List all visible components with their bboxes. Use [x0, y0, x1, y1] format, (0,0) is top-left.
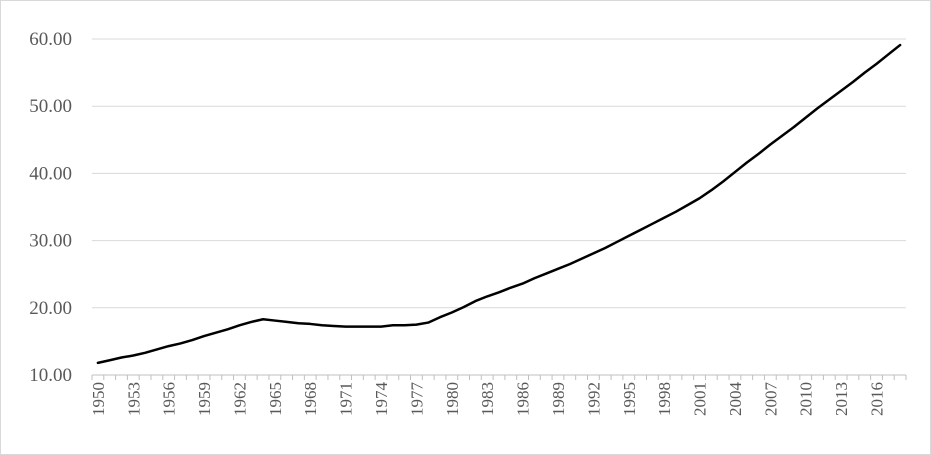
x-tick-label: 1992: [584, 382, 603, 416]
x-tick-label: 1959: [195, 382, 214, 416]
x-tick-label: 2013: [832, 382, 851, 416]
y-axis: 10.00 20.00 30.00 40.00 50.00 60.00: [29, 29, 72, 386]
y-tick-label: 30.00: [29, 231, 72, 252]
series-group: [96, 43, 902, 365]
y-tick-label: 40.00: [29, 163, 72, 184]
x-tick-label: 1956: [160, 382, 179, 416]
x-tick-label: 1974: [372, 382, 391, 417]
x-tick-label: 1983: [478, 382, 497, 416]
series-line: [96, 43, 902, 365]
x-tick-label: 1953: [124, 382, 143, 416]
x-tick-label: 2001: [691, 382, 710, 416]
x-tick-label: 1998: [655, 382, 674, 416]
x-tick-label: 2010: [797, 382, 816, 416]
x-tick-label: 1965: [266, 382, 285, 416]
gridlines: [92, 38, 906, 309]
x-tick-label: 1962: [230, 382, 249, 416]
x-tick-label: 1980: [443, 382, 462, 416]
y-tick-label: 50.00: [29, 96, 72, 117]
y-tick-label: 10.00: [29, 365, 72, 386]
y-tick-label: 60.00: [29, 29, 72, 50]
x-tick-label: 2004: [726, 382, 745, 417]
x-tick-label: 1968: [301, 382, 320, 416]
y-tick-label: 20.00: [29, 298, 72, 319]
x-axis: 1950 1953 1956 1959 1962 1965 1968 1971 1974 1977…: [89, 374, 907, 417]
x-tick-label: 1995: [620, 382, 639, 416]
x-tick-label: 1971: [337, 382, 356, 416]
x-tick-label: 1989: [549, 382, 568, 416]
x-tick-label: 2016: [868, 382, 887, 416]
x-tick-label: 1986: [514, 382, 533, 416]
x-tick-label: 1977: [407, 382, 426, 417]
x-tick-label: 1950: [89, 382, 108, 416]
x-tick-label: 2007: [761, 382, 780, 417]
